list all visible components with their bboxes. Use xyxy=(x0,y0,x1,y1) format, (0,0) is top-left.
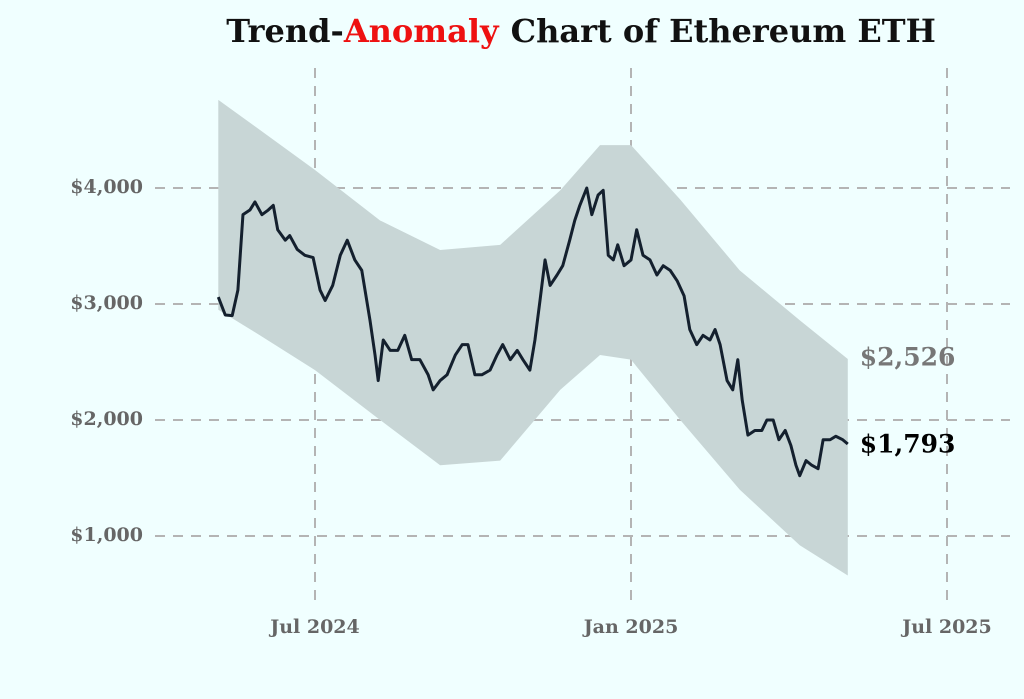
price-end-label: $1,793 xyxy=(860,430,956,459)
title-part: Chart of Ethereum ETH xyxy=(511,12,936,50)
x-tick-label: Jan 2025 xyxy=(582,616,679,638)
price-line xyxy=(216,186,849,478)
x-tick-label: Jul 2025 xyxy=(900,616,992,638)
y-tick-label: $1,000 xyxy=(70,524,143,546)
anomaly-band xyxy=(218,99,848,576)
y-tick-label: $2,000 xyxy=(70,408,143,430)
x-tick-label: Jul 2024 xyxy=(268,616,360,638)
title-part: Trend- xyxy=(226,12,344,50)
band-end-label: $2,526 xyxy=(860,342,956,371)
chart-title: Trend-Anomaly Chart of Ethereum ETH xyxy=(226,12,936,50)
title-part: Anomaly xyxy=(343,12,500,50)
y-tick-label: $4,000 xyxy=(70,176,143,198)
y-tick-label: $3,000 xyxy=(70,292,143,314)
